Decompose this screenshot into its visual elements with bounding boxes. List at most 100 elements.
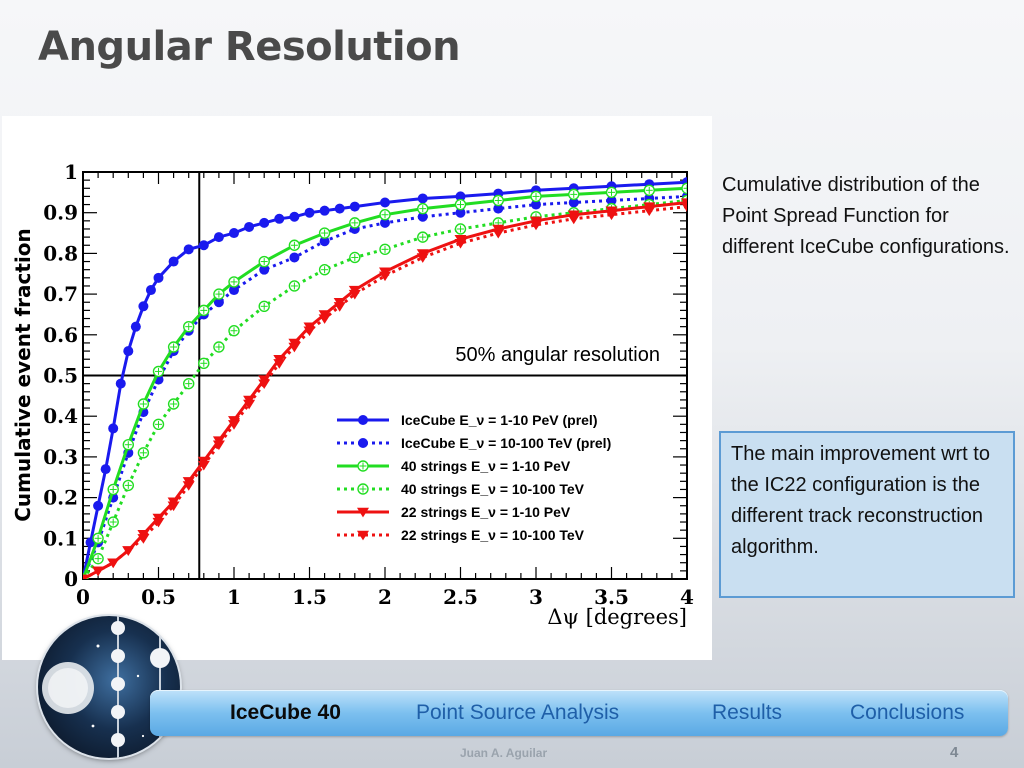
series-line: [83, 186, 687, 579]
data-point: [318, 314, 331, 324]
series-5: [83, 198, 687, 579]
data-point: [349, 251, 361, 264]
data-point: [152, 517, 165, 528]
data-point: [606, 195, 617, 206]
data-point: [530, 220, 542, 231]
data-point: [153, 272, 164, 283]
y-tick-label: 0: [64, 567, 78, 591]
data-point: [455, 207, 466, 218]
annotation-50pct: 50% angular resolution: [455, 344, 660, 366]
legend: IceCube E_ν = 1-10 PeV (prel) IceCube E_ν…: [337, 412, 611, 543]
series-line: [83, 201, 687, 579]
data-point: [137, 398, 150, 410]
data-point: [531, 199, 541, 210]
data-point: [229, 285, 239, 296]
x-tick-label: 1: [227, 585, 241, 609]
data-point: [198, 240, 209, 251]
data-point: [273, 359, 286, 369]
data-point: [605, 186, 618, 199]
data-point: [115, 378, 126, 389]
data-point: [122, 438, 135, 451]
data-point: [122, 546, 135, 556]
data-point: [319, 205, 330, 216]
data-point: [288, 342, 301, 353]
slide-title: Angular Resolution: [38, 24, 461, 70]
data-point: [93, 500, 104, 511]
data-point: [182, 481, 195, 491]
data-point: [244, 221, 255, 232]
data-point: [100, 464, 111, 475]
data-point: [318, 263, 331, 276]
data-point: [454, 198, 467, 211]
description-text: Cumulative distribution of the Point Spr…: [722, 174, 1010, 258]
data-point: [379, 209, 391, 221]
series-4: [83, 194, 687, 579]
nav-item-point-source-analysis[interactable]: Point Source Analysis: [416, 701, 620, 724]
data-point: [107, 558, 120, 569]
data-point: [643, 206, 656, 217]
data-point: [168, 256, 179, 267]
data-point: [454, 223, 467, 235]
data-point: [107, 516, 119, 528]
data-point: [358, 415, 368, 425]
data-point: [83, 574, 89, 579]
data-point: [92, 532, 104, 544]
legend-label: 22 strings E_ν = 10-100 TeV: [401, 527, 585, 543]
data-point: [318, 227, 331, 239]
data-point: [643, 184, 655, 197]
data-point: [259, 217, 270, 228]
x-tick-label: 3.5: [594, 585, 629, 609]
data-point: [137, 447, 150, 459]
data-point: [348, 289, 361, 300]
y-axis-label: Cumulative event fraction: [11, 228, 35, 522]
data-point: [681, 182, 687, 194]
nav-item-results[interactable]: Results: [712, 701, 783, 724]
data-point: [349, 217, 361, 229]
y-tick-labels: 0 0.1 0.2 0.3 0.4 0.5 0.6 0.7 0.8 0.9 1: [43, 160, 78, 591]
data-point: [349, 201, 360, 212]
data-point: [259, 264, 270, 275]
data-point: [182, 320, 195, 333]
x-tick-label: 0: [76, 585, 90, 609]
data-point: [183, 244, 194, 255]
data-point: [417, 211, 428, 222]
data-point: [130, 321, 141, 332]
data-point: [417, 193, 428, 204]
nav-item-conclusions[interactable]: Conclusions: [850, 701, 965, 724]
data-point: [145, 285, 156, 296]
data-point: [492, 228, 505, 239]
data-point: [492, 194, 504, 207]
x-tick-label: 0.5: [141, 585, 176, 609]
series-1: [83, 177, 687, 579]
data-point: [530, 190, 542, 203]
data-point: [380, 197, 390, 208]
data-point: [213, 288, 225, 300]
data-point: [108, 423, 119, 434]
navigation-bar: IceCube 40 Point Source Analysis Results…: [150, 690, 1008, 736]
y-tick-label: 0.2: [43, 486, 78, 510]
legend-label: 40 strings E_ν = 1-10 PeV: [401, 458, 571, 474]
data-point: [228, 325, 240, 337]
psf-cumulative-chart: 0 0.5 1 1.5 2 2.5 3 3.5 4 0 0.1 0.2 0.3 0.4 0.5 0.6 0.7…: [11, 160, 694, 629]
data-point: [258, 300, 270, 313]
y-tick-label: 1: [64, 160, 78, 184]
data-point: [198, 304, 210, 317]
data-point: [357, 530, 369, 541]
data-point: [92, 552, 104, 565]
data-point: [288, 280, 301, 292]
data-point: [138, 301, 149, 312]
data-point: [357, 507, 369, 518]
x-tick-label: 2.5: [443, 585, 478, 609]
y-tick-label: 0.7: [43, 282, 78, 306]
data-point: [167, 501, 180, 512]
data-point: [304, 207, 315, 218]
data-point: [303, 326, 316, 337]
nav-item-icecube-40[interactable]: IceCube 40: [230, 701, 341, 724]
data-point: [357, 483, 369, 495]
chart-panel: 0 0.5 1 1.5 2 2.5 3 3.5 4 0 0.1 0.2 0.3 0.4 0.5 0.6 0.7…: [2, 116, 712, 660]
data-point: [213, 232, 224, 243]
reference-lines: [83, 172, 687, 579]
legend-label: IceCube E_ν = 1-10 PeV (prel): [401, 412, 597, 428]
data-point: [198, 357, 210, 369]
series-line: [83, 180, 687, 579]
